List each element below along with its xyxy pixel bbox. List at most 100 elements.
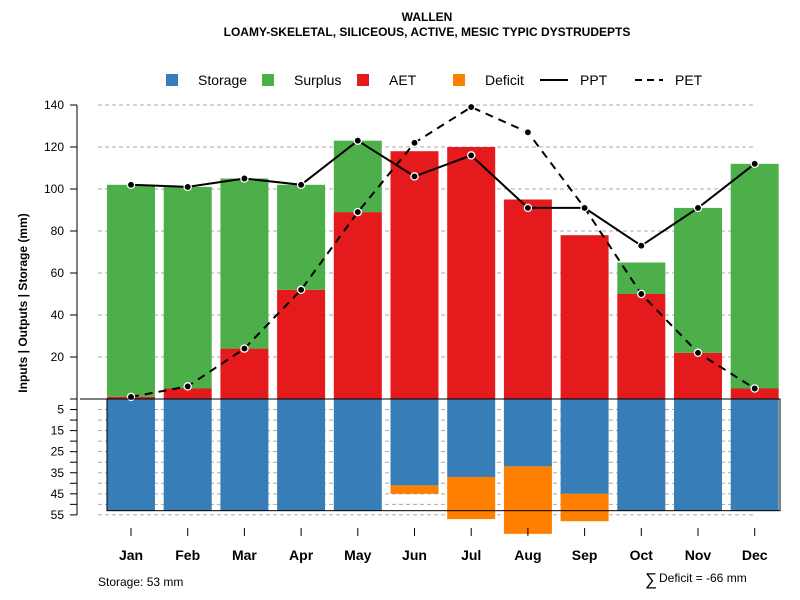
x-tick-label: Jun [402,547,427,563]
x-tick-label: Jul [461,547,481,563]
series-lines [126,102,759,402]
bar-surplus [730,163,779,389]
bar-surplus [107,184,155,397]
point-pet [523,128,533,137]
bar-storage [447,399,496,477]
legend-label-ppt: PPT [580,72,608,88]
legend: Storage Surplus AET Deficit PPT PET [166,72,703,88]
point-pet [240,344,249,353]
point-pet [693,348,703,358]
bar-aet [730,388,779,399]
bar-storage [730,399,779,511]
bar-storage [107,399,155,511]
bar-surplus [674,207,722,353]
point-ppt [353,136,363,145]
point-ppt [183,182,192,192]
point-ppt [693,203,703,213]
bar-deficit [447,476,496,520]
x-tick-label: Sep [572,547,598,563]
x-tick-label: Feb [175,547,200,563]
point-pet [580,203,589,213]
x-tick-label: May [344,547,371,563]
footer-deficit: Deficit = -66 mm [659,571,747,585]
y-tick-label: 120 [44,140,64,154]
y-tick-label: 45 [51,487,65,501]
x-tick-label: Mar [232,547,257,563]
point-ppt [523,203,533,213]
point-pet [410,138,419,148]
bar-aet [617,294,666,399]
bar-aet [277,289,326,399]
bar-aet [674,352,722,399]
bar-aet [503,199,552,399]
x-tick-label: Nov [685,547,712,563]
bar-aet [560,235,609,399]
legend-swatch-deficit [453,74,465,86]
legend-swatch-aet [357,74,369,86]
bar-storage [220,399,269,511]
bar-aet [333,212,382,399]
x-tick-label: Jan [119,547,143,563]
bar-surplus [220,178,269,349]
bar-surplus [163,186,212,389]
point-pet [750,384,759,393]
point-ppt [126,180,136,190]
y-tick-label: 20 [51,350,65,364]
y-tick-label: 5 [57,403,64,417]
legend-label-storage: Storage [198,72,247,88]
legend-swatch-surplus [262,74,274,86]
line-pet [130,105,756,398]
point-ppt [466,151,476,160]
bar-storage [560,399,609,494]
bar-surplus [617,262,666,294]
chart-subtitle: LOAMY-SKELETAL, SILICEOUS, ACTIVE, MESIC… [224,25,631,39]
y-tick-label: 80 [51,224,65,238]
legend-label-pet: PET [675,72,703,88]
y-tick-label: 35 [51,466,65,480]
footer-storage: Storage: 53 mm [98,575,183,589]
bar-aet [163,388,212,399]
x-tick-label: Dec [742,547,768,563]
bar-storage [333,399,382,511]
bar-storage [503,399,552,467]
x-tick-label: Apr [289,547,314,563]
chart-title: WALLEN [402,10,453,24]
legend-label-deficit: Deficit [485,72,524,88]
bar-storage [277,399,326,511]
point-ppt [750,159,759,169]
bar-deficit [503,466,552,534]
point-ppt [410,172,419,181]
y-tick-label: 140 [44,98,64,112]
bars [107,140,779,534]
y-tick-label: 55 [51,508,65,522]
line-ppt [130,139,756,247]
point-ppt [240,174,249,183]
legend-swatch-storage [166,74,178,86]
bar-aet [220,348,269,399]
point-pet [296,285,306,295]
point-pet [353,207,363,217]
axes: 20 40 60 80 100 120 140 5 15 25 35 45 55 Jan Feb Mar Apr… [44,98,781,563]
bar-deficit [560,493,609,522]
y-tick-label: 100 [44,182,64,196]
bar-storage [163,399,212,511]
point-pet [466,102,476,112]
y-tick-label: 60 [51,266,65,280]
y-axis-label: Inputs | Outputs | Storage (mm) [16,213,30,392]
point-ppt [296,180,306,190]
bar-storage [674,399,722,511]
bar-deficit [390,485,439,494]
bar-aet [390,151,439,399]
x-tick-label: Aug [514,547,541,563]
point-ppt [637,241,646,250]
legend-label-aet: AET [389,72,417,88]
y-tick-label: 25 [51,445,65,459]
x-tick-label: Oct [630,547,654,563]
footer-deficit-symbol: ∑ [645,570,657,589]
y-tick-label: 40 [51,308,65,322]
point-pet [637,289,646,299]
bar-storage [617,399,666,511]
legend-label-surplus: Surplus [294,72,341,88]
bar-storage [390,399,439,486]
